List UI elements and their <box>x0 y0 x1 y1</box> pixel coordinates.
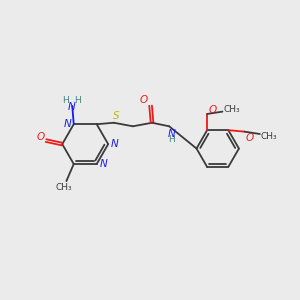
Text: H: H <box>74 96 81 105</box>
Text: CH₃: CH₃ <box>224 105 240 114</box>
Text: O: O <box>37 132 45 142</box>
Text: N: N <box>63 118 71 129</box>
Text: N: N <box>99 159 107 169</box>
Text: N: N <box>111 139 119 149</box>
Text: N: N <box>168 129 176 139</box>
Text: CH₃: CH₃ <box>56 183 72 192</box>
Text: O: O <box>208 105 217 116</box>
Text: CH₃: CH₃ <box>261 132 278 141</box>
Text: O: O <box>140 95 148 105</box>
Text: H: H <box>168 135 175 144</box>
Text: N: N <box>68 102 76 112</box>
Text: S: S <box>113 111 119 121</box>
Text: O: O <box>246 133 254 142</box>
Text: H: H <box>62 96 69 105</box>
